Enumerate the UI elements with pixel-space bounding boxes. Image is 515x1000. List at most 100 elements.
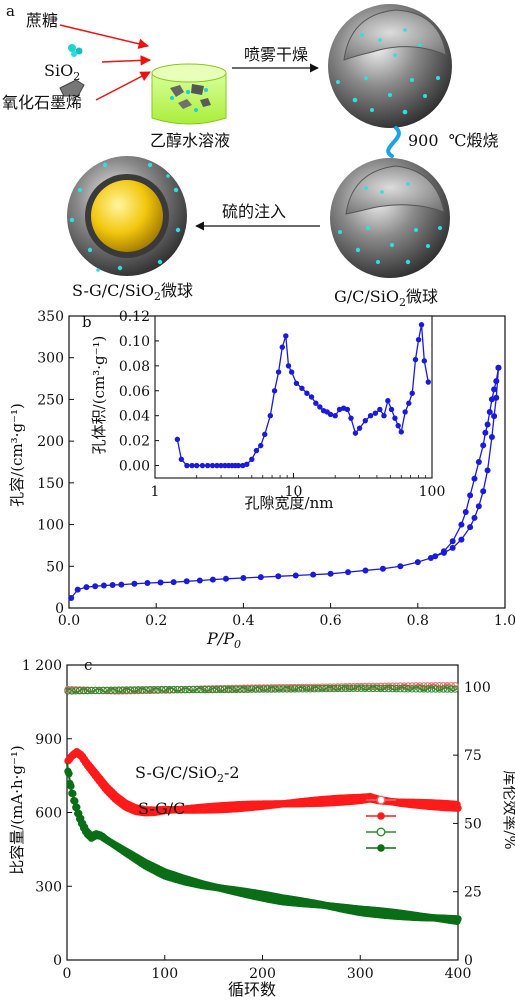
efficiency-point	[107, 686, 115, 694]
efficiency-point	[212, 685, 221, 694]
isotherm-adsorption-point	[488, 433, 495, 440]
efficiency-point	[193, 685, 201, 694]
efficiency-point	[169, 685, 178, 694]
isotherm-adsorption-point	[131, 580, 138, 587]
efficiency-point	[189, 685, 197, 694]
panel-a: a 蔗糖 SiO2 氧化石墨烯 乙醇水溶液 喷雾干燥	[2, 2, 498, 309]
isotherm-desorption-point	[495, 364, 502, 371]
inset-xlabel: 孔隙宽度/nm	[245, 494, 334, 512]
isotherm-ytick-label: 200	[37, 434, 64, 450]
efficiency-point	[103, 686, 111, 694]
sucrose-arrow	[59, 24, 150, 49]
inset-ylabel: 孔体积/(cm³·g⁻¹)	[90, 336, 108, 455]
efficiency-point	[87, 686, 96, 695]
isotherm-xtick-label: 0.0	[58, 613, 80, 629]
panel-c-label: c	[84, 656, 92, 674]
inset-point	[288, 369, 295, 375]
efficiency-point	[369, 682, 377, 691]
inset-point	[308, 394, 315, 400]
efficiency-point	[427, 685, 436, 693]
series-S-G/C/SiO2-2	[64, 748, 462, 817]
inset-point	[336, 406, 343, 413]
efficiency-point	[396, 682, 405, 690]
inset-point	[392, 415, 398, 421]
inset-point	[299, 385, 305, 391]
efficiency-point	[275, 685, 283, 693]
inset-point	[218, 462, 224, 469]
isotherm-adsorption-point	[292, 572, 299, 579]
beaker-icon	[151, 63, 227, 125]
inset-xtick-label: 1	[151, 484, 160, 500]
isotherm-desorption-line	[434, 367, 500, 557]
inset-point	[421, 358, 428, 364]
sulfur-injection-label: 硫的注入	[222, 202, 286, 221]
isotherm-desorption-point	[484, 421, 491, 428]
efficiency-point	[392, 684, 401, 693]
efficiency-point	[283, 685, 291, 693]
efficiency-point	[138, 686, 146, 694]
efficiency-point	[208, 685, 217, 694]
inset-point	[425, 379, 431, 385]
efficiency-point	[259, 685, 268, 693]
efficiency-point	[158, 685, 166, 694]
efficiency-point	[420, 685, 428, 693]
efficiency-point	[197, 685, 205, 694]
inset-ytick-label: 0.12	[119, 309, 150, 325]
efficiency-point	[122, 686, 131, 694]
efficiency-point	[322, 684, 330, 693]
efficiency-point	[91, 686, 100, 695]
isotherm-adsorption-point	[222, 575, 229, 582]
inset-point	[285, 363, 292, 369]
inset-point	[189, 462, 195, 469]
isotherm-ytick-label: 100	[37, 518, 64, 534]
efficiency-point	[216, 685, 225, 694]
efficiency-point	[326, 684, 334, 693]
inset-ytick-label: 0.00	[119, 459, 150, 475]
inset-point	[267, 412, 274, 419]
efficiency-point	[263, 685, 272, 693]
inset-point	[174, 436, 181, 443]
efficiency-point	[205, 685, 213, 694]
isotherm-ytick-label: 0	[55, 601, 64, 617]
inset-point	[275, 369, 282, 375]
efficiency-point	[220, 685, 229, 694]
isotherm-adsorption-point	[83, 584, 90, 591]
inset-point	[388, 406, 395, 413]
inset-point	[304, 390, 310, 396]
isotherm-adsorption-point	[458, 536, 465, 543]
efficiency-point	[177, 685, 186, 694]
isotherm-adsorption-point	[471, 514, 478, 521]
inset-point	[402, 409, 408, 415]
isotherm-desorption-point	[491, 386, 498, 393]
inset-ytick-label: 0.06	[119, 384, 150, 400]
efficiency-point	[251, 685, 260, 693]
inset-point	[313, 400, 319, 406]
efficiency-point	[447, 685, 455, 693]
inset-point	[317, 404, 323, 410]
cycling-y2tick-label: 25	[464, 885, 482, 901]
isotherm-adsorption-point	[257, 574, 264, 581]
efficiency-point	[369, 684, 377, 693]
efficiency-point	[361, 684, 369, 692]
efficiency-point	[380, 682, 389, 691]
isotherm-xtick-label: 0.2	[145, 613, 167, 629]
efficiency-point	[431, 685, 440, 693]
efficiency-point	[130, 686, 139, 694]
silica-arrow	[101, 55, 152, 66]
inset-point	[415, 336, 422, 343]
inset-point	[412, 356, 419, 363]
inset-point	[418, 322, 425, 328]
efficiency-point	[412, 685, 420, 693]
isotherm-desorption-point	[480, 442, 487, 449]
efficiency-point	[248, 685, 256, 693]
efficiency-point	[79, 686, 88, 695]
efficiency-point	[185, 685, 193, 694]
efficiency-point	[357, 684, 365, 692]
cycling-xlabel: 循环数	[228, 980, 276, 999]
isotherm-adsorption-point	[275, 573, 282, 580]
efficiency-point	[244, 685, 252, 693]
efficiency-point	[318, 684, 326, 693]
efficiency-point	[334, 684, 342, 693]
cycling-xtick-label: 400	[445, 966, 472, 982]
inset-point	[235, 462, 242, 469]
